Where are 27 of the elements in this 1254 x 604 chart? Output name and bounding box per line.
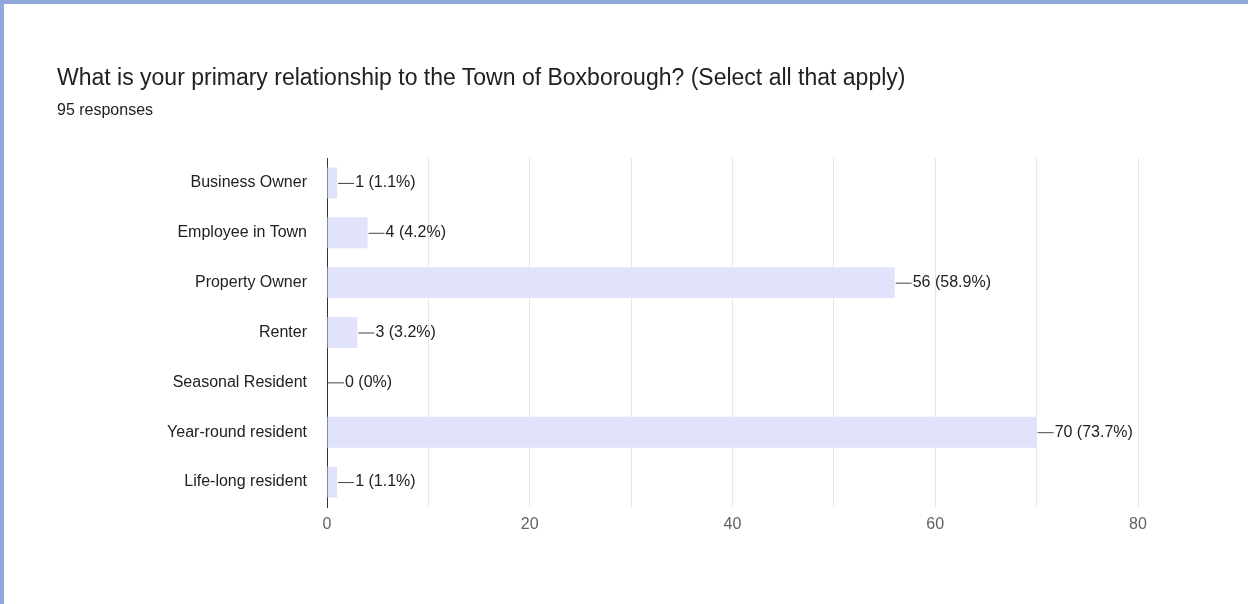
bar bbox=[327, 217, 368, 249]
chart-title: What is your primary relationship to the Town of Boxborough? (Select all that apply) bbox=[57, 64, 906, 91]
y-tick-label: Business Owner bbox=[190, 173, 308, 191]
data-label: 3 (3.2%) bbox=[375, 322, 436, 340]
data-label: 4 (4.2%) bbox=[385, 223, 447, 241]
bar bbox=[327, 416, 1037, 448]
data-label: 70 (73.7%) bbox=[1054, 422, 1133, 440]
y-tick-label: Employee in Town bbox=[177, 223, 307, 241]
bar bbox=[327, 267, 895, 299]
x-tick-label: 0 bbox=[322, 515, 332, 533]
y-tick-label: Year-round resident bbox=[167, 422, 308, 440]
x-tick-label: 20 bbox=[520, 515, 539, 533]
bar bbox=[327, 466, 338, 498]
x-tick-label: 80 bbox=[1129, 515, 1147, 533]
data-label: 56 (58.9%) bbox=[912, 273, 991, 291]
data-label: 1 (1.1%) bbox=[355, 173, 416, 191]
x-tick-label: 40 bbox=[723, 515, 742, 533]
bar bbox=[327, 167, 338, 199]
x-tick-label: 60 bbox=[926, 515, 945, 533]
y-tick-label: Renter bbox=[258, 322, 308, 340]
text: 95 responses bbox=[57, 101, 154, 119]
y-tick-label: Property Owner bbox=[194, 273, 308, 291]
y-tick-label: Life-long resident bbox=[184, 472, 308, 490]
bar bbox=[327, 317, 358, 348]
y-tick-label: Seasonal Resident bbox=[172, 372, 308, 390]
data-label: 0 (0%) bbox=[345, 372, 393, 390]
data-label: 1 (1.1%) bbox=[355, 472, 416, 490]
